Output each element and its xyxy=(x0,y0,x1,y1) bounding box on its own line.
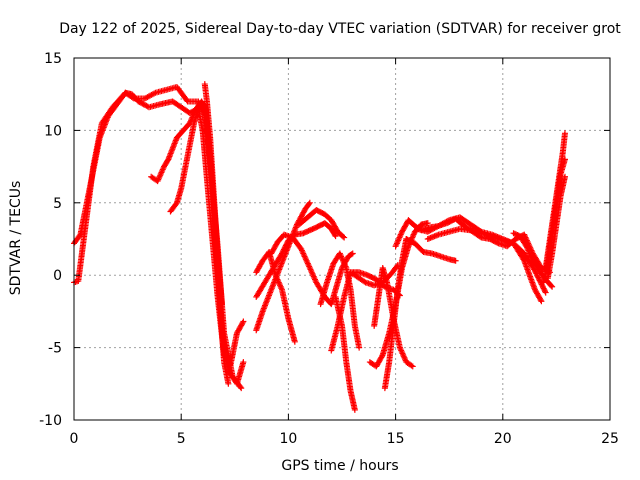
data-point xyxy=(533,271,540,278)
x-tick-label: 10 xyxy=(279,431,297,447)
data-point xyxy=(239,319,246,326)
x-axis-label: GPS time / hours xyxy=(281,458,398,474)
x-tick-label: 15 xyxy=(387,431,405,447)
y-tick-label: 0 xyxy=(53,268,62,284)
data-point xyxy=(542,289,549,296)
data-point xyxy=(535,274,542,281)
data-point xyxy=(537,296,544,303)
data-point xyxy=(424,220,431,227)
data-point xyxy=(444,217,451,224)
plot-frame xyxy=(73,57,611,421)
data-point xyxy=(379,353,386,360)
data-point xyxy=(538,298,545,305)
data-point xyxy=(356,344,363,351)
data-point xyxy=(164,157,171,164)
data-points xyxy=(71,81,568,413)
series-arc-19 xyxy=(403,236,459,264)
x-tick-label: 0 xyxy=(70,431,79,447)
data-point xyxy=(537,278,544,285)
data-point xyxy=(172,201,179,208)
y-tick-label: 10 xyxy=(44,123,62,139)
data-point xyxy=(151,90,158,97)
data-point xyxy=(240,318,247,325)
data-point xyxy=(520,256,527,263)
series-arc-3 xyxy=(148,98,247,387)
data-point xyxy=(561,173,568,180)
data-point xyxy=(305,200,312,207)
data-point xyxy=(238,385,245,392)
series-arc-10 xyxy=(317,250,363,351)
data-point xyxy=(291,338,298,345)
y-tick-label: 15 xyxy=(44,51,62,67)
series-arc-21 xyxy=(424,225,545,305)
data-point xyxy=(408,362,415,369)
chart-title: Day 122 of 2025, Sidereal Day-to-day VTE… xyxy=(59,21,621,37)
data-point xyxy=(129,94,136,101)
y-axis-label: SDTVAR / TECUs xyxy=(8,181,24,296)
series-arc-22 xyxy=(510,230,556,290)
data-point xyxy=(218,301,225,308)
data-point xyxy=(561,156,568,163)
x-tick-labels: 0 5 10 15 20 25 xyxy=(70,431,619,447)
data-point xyxy=(539,282,546,289)
data-point xyxy=(540,285,547,292)
data-point xyxy=(332,233,339,240)
y-tick-label: -10 xyxy=(39,413,62,429)
data-point xyxy=(340,233,347,240)
data-point xyxy=(341,234,348,241)
data-point xyxy=(541,286,548,293)
x-tick-label: 25 xyxy=(601,431,619,447)
x-tick-label: 20 xyxy=(494,431,512,447)
series-arc-5 xyxy=(201,81,225,308)
data-point xyxy=(351,406,358,413)
data-point xyxy=(240,359,247,366)
data-point xyxy=(561,130,568,137)
data-point xyxy=(331,231,338,238)
data-point xyxy=(348,251,355,258)
data-point xyxy=(452,257,459,264)
series-arc-25 xyxy=(544,173,568,282)
series-arc-11 xyxy=(296,207,348,241)
data-point xyxy=(549,283,556,290)
y-tick-labels: -10 -5 0 5 10 15 xyxy=(39,51,62,429)
data-point xyxy=(349,250,356,257)
data-point xyxy=(225,380,232,387)
data-point xyxy=(306,199,313,206)
data-point xyxy=(534,273,541,280)
grid-lines xyxy=(74,58,610,420)
data-point xyxy=(548,282,555,289)
y-tick-label: -5 xyxy=(48,341,62,357)
data-point xyxy=(237,383,244,390)
x-tick-label: 5 xyxy=(177,431,186,447)
series-arc-16 xyxy=(366,220,431,370)
data-point xyxy=(409,363,416,370)
axis-ticks xyxy=(73,57,611,421)
y-tick-label: 5 xyxy=(53,196,62,212)
data-point xyxy=(361,278,368,285)
series-arc-9 xyxy=(253,249,298,345)
data-point xyxy=(542,288,549,295)
data-point xyxy=(535,276,542,283)
